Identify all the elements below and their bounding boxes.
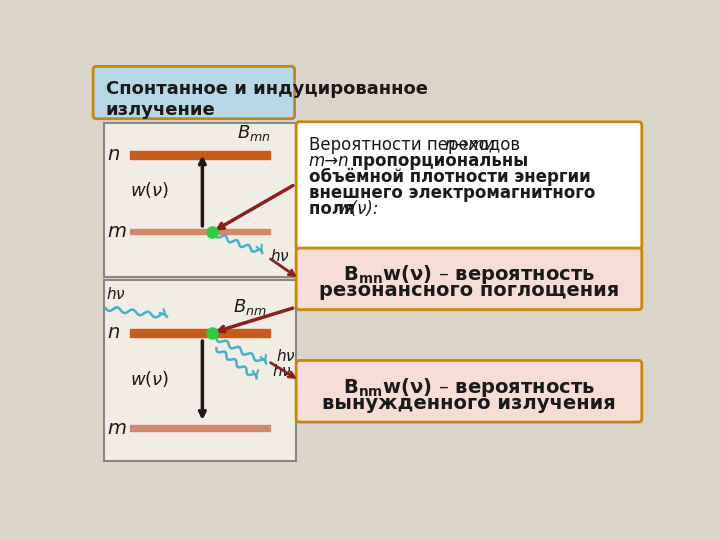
Text: объёмной плотности энергии: объёмной плотности энергии — [309, 168, 590, 186]
Text: внешнего электромагнитного: внешнего электромагнитного — [309, 184, 595, 202]
Text: m→n: m→n — [309, 152, 349, 170]
Bar — [104, 123, 296, 276]
Bar — [130, 425, 270, 430]
Text: $m$: $m$ — [107, 418, 127, 438]
Bar — [130, 151, 270, 159]
Bar — [130, 329, 270, 336]
Text: Спонтанное и индуцированное
излучение: Спонтанное и индуцированное излучение — [106, 80, 428, 119]
Text: Вероятности переходов: Вероятности переходов — [309, 136, 525, 154]
Text: и: и — [479, 136, 495, 154]
Text: $\mathbf{B_{mn}}$$\mathbf{w(\nu)}$ – вероятность: $\mathbf{B_{mn}}$$\mathbf{w(\nu)}$ – вер… — [343, 264, 595, 286]
Text: $n$: $n$ — [107, 323, 120, 342]
FancyBboxPatch shape — [93, 66, 294, 119]
Text: $w(\nu)$: $w(\nu)$ — [130, 180, 169, 200]
FancyBboxPatch shape — [296, 248, 642, 309]
Text: $n$: $n$ — [107, 145, 120, 164]
Text: $B_{nm}$: $B_{nm}$ — [233, 298, 267, 318]
Text: n→m: n→m — [444, 136, 485, 154]
Text: пропорциональны: пропорциональны — [346, 152, 528, 170]
Text: w(ν):: w(ν): — [338, 200, 379, 218]
Text: резонансного поглощения: резонансного поглощения — [319, 281, 619, 300]
FancyBboxPatch shape — [296, 361, 642, 422]
Text: $h\nu$: $h\nu$ — [270, 248, 289, 264]
Text: $\mathbf{B_{nm}}$$\mathbf{w(\nu)}$ – вероятность: $\mathbf{B_{nm}}$$\mathbf{w(\nu)}$ – вер… — [343, 376, 595, 399]
Text: $h\nu$: $h\nu$ — [272, 363, 292, 379]
Text: поля: поля — [309, 200, 360, 218]
Bar — [104, 280, 296, 461]
Text: $w(\nu)$: $w(\nu)$ — [130, 369, 169, 389]
Bar — [130, 229, 270, 234]
Text: $h\nu$: $h\nu$ — [276, 348, 296, 364]
Text: $h\nu$: $h\nu$ — [106, 286, 125, 302]
FancyBboxPatch shape — [296, 122, 642, 249]
Text: вынужденного излучения: вынужденного излучения — [322, 394, 616, 413]
Text: $m$: $m$ — [107, 222, 127, 241]
Text: $B_{mn}$: $B_{mn}$ — [238, 123, 271, 143]
